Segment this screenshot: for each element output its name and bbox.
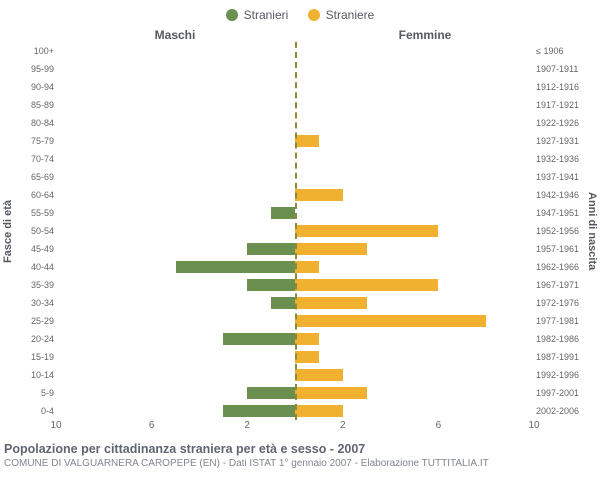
- age-label: 0-4: [16, 402, 56, 420]
- year-label: 1907-1911: [534, 60, 584, 78]
- chart-subtitle: COMUNE DI VALGUARNERA CAROPEPE (EN) - Da…: [4, 458, 596, 469]
- legend-item-female: Straniere: [308, 8, 375, 22]
- bar-female: [295, 225, 438, 238]
- year-label: 1997-2001: [534, 384, 584, 402]
- bar-female: [295, 189, 343, 202]
- y-axis-label-right: Anni di nascita: [584, 42, 600, 420]
- age-label: 75-79: [16, 132, 56, 150]
- year-label: 2002-2006: [534, 402, 584, 420]
- x-tick: 6: [149, 420, 155, 431]
- bar-female: [295, 315, 486, 328]
- bar-female: [295, 387, 367, 400]
- year-label: 1927-1931: [534, 132, 584, 150]
- legend-item-male: Stranieri: [226, 8, 289, 22]
- x-tick: 2: [244, 420, 250, 431]
- plot-area: Fasce di età 100+95-9990-9485-8980-8475-…: [0, 42, 600, 420]
- bar-male: [247, 387, 295, 400]
- bar-female: [295, 261, 319, 274]
- year-label: 1937-1941: [534, 168, 584, 186]
- age-label: 45-49: [16, 240, 56, 258]
- bar-male: [271, 207, 295, 220]
- bar-female: [295, 333, 319, 346]
- legend-label-female: Straniere: [326, 8, 375, 22]
- legend: Stranieri Straniere: [0, 0, 600, 28]
- legend-label-male: Stranieri: [244, 8, 289, 22]
- year-label: 1987-1991: [534, 348, 584, 366]
- bar-female: [295, 405, 343, 418]
- center-divider: [295, 42, 297, 420]
- age-label: 95-99: [16, 60, 56, 78]
- age-label: 15-19: [16, 348, 56, 366]
- age-label: 85-89: [16, 96, 56, 114]
- swatch-male: [226, 9, 238, 21]
- chart-title: Popolazione per cittadinanza straniera p…: [4, 442, 596, 456]
- bar-female: [295, 243, 367, 256]
- header-male: Maschi: [50, 28, 300, 42]
- year-label: 1912-1916: [534, 78, 584, 96]
- age-label: 5-9: [16, 384, 56, 402]
- age-label: 25-29: [16, 312, 56, 330]
- x-tick: 6: [436, 420, 442, 431]
- age-label: 100+: [16, 42, 56, 60]
- year-label: 1922-1926: [534, 114, 584, 132]
- year-label: 1947-1951: [534, 204, 584, 222]
- age-label: 50-54: [16, 222, 56, 240]
- age-label: 70-74: [16, 150, 56, 168]
- footer: Popolazione per cittadinanza straniera p…: [0, 436, 600, 469]
- age-label: 90-94: [16, 78, 56, 96]
- bar-female: [295, 135, 319, 148]
- bar-female: [295, 279, 438, 292]
- age-label: 80-84: [16, 114, 56, 132]
- age-label: 20-24: [16, 330, 56, 348]
- x-tick: 10: [50, 420, 61, 431]
- bar-male: [223, 333, 295, 346]
- bar-male: [176, 261, 296, 274]
- swatch-female: [308, 9, 320, 21]
- bar-female: [295, 297, 367, 310]
- x-axis: 10 6 2 2 6 10: [0, 420, 600, 436]
- year-label: 1972-1976: [534, 294, 584, 312]
- year-label: 1917-1921: [534, 96, 584, 114]
- bars-area: [56, 42, 534, 420]
- bar-female: [295, 369, 343, 382]
- age-label: 10-14: [16, 366, 56, 384]
- y-axis-label-left: Fasce di età: [0, 42, 16, 420]
- year-label: 1952-1956: [534, 222, 584, 240]
- bar-male: [271, 297, 295, 310]
- age-labels-left: 100+95-9990-9485-8980-8475-7970-7465-696…: [16, 42, 56, 420]
- age-label: 30-34: [16, 294, 56, 312]
- bar-male: [247, 279, 295, 292]
- age-label: 40-44: [16, 258, 56, 276]
- bar-female: [295, 351, 319, 364]
- x-tick: 2: [340, 420, 346, 431]
- year-label: 1982-1986: [534, 330, 584, 348]
- year-label: 1942-1946: [534, 186, 584, 204]
- year-label: 1932-1936: [534, 150, 584, 168]
- year-label: ≤ 1906: [534, 42, 584, 60]
- x-tick: 10: [528, 420, 539, 431]
- bar-male: [247, 243, 295, 256]
- year-label: 1957-1961: [534, 240, 584, 258]
- header-female: Femmine: [300, 28, 550, 42]
- age-label: 55-59: [16, 204, 56, 222]
- column-headers: Maschi Femmine: [0, 28, 600, 42]
- year-label: 1992-1996: [534, 366, 584, 384]
- bar-male: [223, 405, 295, 418]
- age-label: 35-39: [16, 276, 56, 294]
- year-label: 1962-1966: [534, 258, 584, 276]
- age-label: 60-64: [16, 186, 56, 204]
- year-label: 1977-1981: [534, 312, 584, 330]
- year-label: 1967-1971: [534, 276, 584, 294]
- year-labels-right: ≤ 19061907-19111912-19161917-19211922-19…: [534, 42, 584, 420]
- age-label: 65-69: [16, 168, 56, 186]
